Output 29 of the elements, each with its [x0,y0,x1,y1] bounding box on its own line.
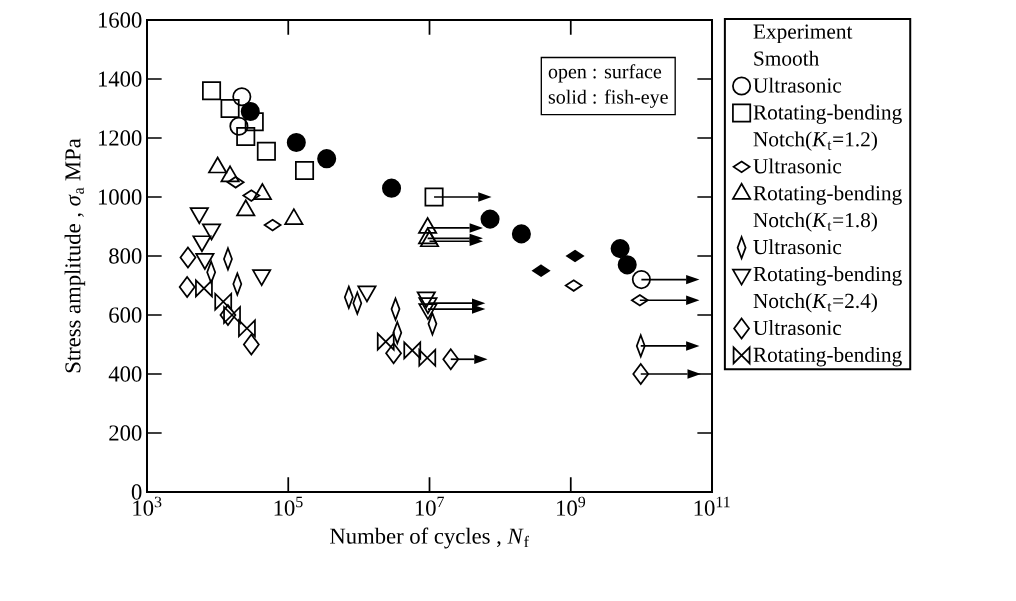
legend-title: Experiment [753,24,853,44]
x-tick-label: 10$^{7}$ [415,496,445,516]
y-tick-label: 1400 [98,71,142,87]
y-tick-label: 200 [109,425,142,441]
y-tick-label: 1200 [98,130,142,146]
x-axis-title: Number of cycles , N$_{f}$ [330,527,529,549]
y-tick-label: 1000 [98,189,142,205]
y-tick-label: 800 [109,248,142,264]
legend-label: Ultrasonic [753,77,842,93]
y-axis-title: Stress amplitude , σ$_{a}$ MPa [64,138,86,373]
y-tick-label: 600 [109,307,142,323]
legend-label: Ultrasonic [753,320,842,336]
x-tick-label: 10$^{9}$ [557,496,586,516]
legend-label: Ultrasonic [753,158,842,174]
legend-label: Ultrasonic [753,239,842,255]
y-tick-label: 1600 [98,12,142,28]
x-tick-label: 10$^{11}$ [694,496,730,516]
legend-label: Notch(K$_{t}$=2.4) [753,293,877,313]
legend-label: Rotating-bending [753,266,902,286]
annotation: solid : fish-eye [548,89,668,108]
annotation: open : surface [548,64,662,83]
text: Smooth [754,50,820,66]
legend-label: Rotating-bending [753,104,902,124]
legend-label: Rotating-bending [753,185,902,205]
legend-label: Notch(K$_{t}$=1.2) [753,131,877,151]
legend-label: Rotating-bending [753,346,902,367]
x-tick-label: 10$^{5}$ [274,496,303,516]
text: Notch(K$_{t}$=1.8) [753,212,877,232]
y-tick-label: 400 [108,366,142,382]
